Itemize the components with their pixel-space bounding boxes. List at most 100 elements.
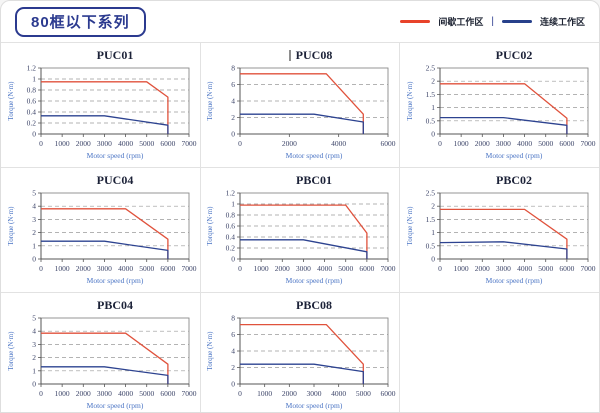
y-tick-label: 0.4 xyxy=(26,108,36,117)
y-tick-label: 2 xyxy=(32,228,36,237)
y-tick-label: 2 xyxy=(431,77,435,86)
legend-separator: | xyxy=(491,16,494,27)
x-tick-label: 1000 xyxy=(54,389,69,398)
x-tick-label: 3000 xyxy=(96,264,111,273)
y-tick-label: 8 xyxy=(231,314,235,323)
x-tick-label: 4000 xyxy=(118,139,133,148)
y-tick-label: 2.5 xyxy=(425,189,435,198)
x-tick-label: 7000 xyxy=(580,139,595,148)
y-tick-label: 0.8 xyxy=(226,211,236,220)
x-tick-label: 2000 xyxy=(75,389,90,398)
series-continuous xyxy=(240,113,364,134)
intermittent-line-swatch xyxy=(400,20,431,23)
x-tick-label: 2000 xyxy=(282,139,297,148)
y-axis-label: Torque (N·m) xyxy=(7,206,15,246)
y-tick-label: 1 xyxy=(32,75,36,84)
x-tick-label: 0 xyxy=(238,139,242,148)
series-intermittent xyxy=(40,332,169,384)
x-tick-label: 3000 xyxy=(96,139,111,148)
y-axis-label: Torque (N·m) xyxy=(406,81,414,121)
chart-puc04: 0 1 2 3 4 5 0 1000 2000 3000 4000 5000 6000 7000 Motor… xyxy=(7,173,197,285)
x-tick-label: 7000 xyxy=(381,264,396,273)
x-tick-label: 5000 xyxy=(338,264,353,273)
chart-title: PBC02 xyxy=(496,173,532,187)
y-tick-label: 0.6 xyxy=(26,97,36,106)
series-continuous xyxy=(40,240,169,259)
x-tick-label: 6000 xyxy=(160,389,175,398)
y-tick-label: 0.2 xyxy=(26,119,36,128)
chart-cell-puc02: 0 0.5 1 1.5 2 2.5 0 1000 2000 3000 4000 5000 6000 700… xyxy=(399,42,599,167)
x-axis-label: Motor speed (rpm) xyxy=(86,401,143,410)
plot-frame xyxy=(439,67,588,135)
chart-title: PUC04 xyxy=(96,173,133,187)
plot-frame xyxy=(40,192,189,260)
x-tick-label: 0 xyxy=(438,264,442,273)
x-tick-label: 5000 xyxy=(356,389,371,398)
x-tick-label: 5000 xyxy=(538,264,553,273)
y-axis-label: Torque (N·m) xyxy=(7,331,15,371)
continuous-line-swatch xyxy=(501,20,532,23)
series-intermittent xyxy=(439,83,568,134)
series-intermittent xyxy=(240,73,364,134)
x-tick-label: 5000 xyxy=(538,139,553,148)
x-tick-label: 3000 xyxy=(495,264,510,273)
y-tick-label: 2 xyxy=(231,113,235,122)
x-tick-label: 3000 xyxy=(296,264,311,273)
x-tick-label: 5000 xyxy=(139,139,154,148)
legend-label-intermittent: 间歇工作区 xyxy=(438,17,484,27)
x-tick-label: 0 xyxy=(39,139,43,148)
y-tick-label: 0 xyxy=(32,130,36,139)
x-tick-label: 2000 xyxy=(282,389,297,398)
x-tick-label: 2000 xyxy=(474,139,489,148)
y-tick-label: 2 xyxy=(32,353,36,362)
chart-grid: 0 0.2 0.4 0.6 0.8 1 1.2 0 1000 2000 3000 4000 5000 60… xyxy=(1,42,599,412)
y-tick-label: 6 xyxy=(231,330,235,339)
empty-cell xyxy=(399,292,599,412)
y-tick-label: 0.5 xyxy=(425,241,435,250)
x-tick-label: 3000 xyxy=(96,389,111,398)
series-intermittent xyxy=(240,323,364,384)
x-tick-label: 3000 xyxy=(495,139,510,148)
chart-title: PBC08 xyxy=(296,298,332,312)
y-tick-label: 8 xyxy=(231,64,235,73)
y-axis-label: Torque (N·m) xyxy=(7,81,15,121)
chart-cell-pbc04: 0 1 2 3 4 5 0 1000 2000 3000 4000 5000 6000 7000 Motor… xyxy=(1,292,200,412)
x-tick-label: 1000 xyxy=(254,264,269,273)
chart-cell-puc01: 0 0.2 0.4 0.6 0.8 1 1.2 0 1000 2000 3000 4000 5000 60… xyxy=(1,42,200,167)
x-tick-label: 1000 xyxy=(257,389,272,398)
y-tick-label: 1.5 xyxy=(425,90,435,99)
x-axis-label: Motor speed (rpm) xyxy=(86,151,143,160)
chart-title: PUC02 xyxy=(495,48,532,62)
x-tick-label: 3000 xyxy=(307,389,322,398)
series-continuous xyxy=(240,239,368,259)
x-tick-label: 4000 xyxy=(331,389,346,398)
series-intermittent xyxy=(439,208,568,259)
y-tick-label: 2 xyxy=(431,202,435,211)
y-tick-label: 0.8 xyxy=(26,86,36,95)
x-tick-label: 6000 xyxy=(160,139,175,148)
x-axis-label: Motor speed (rpm) xyxy=(286,276,343,285)
x-tick-label: 6000 xyxy=(381,139,396,148)
x-tick-label: 0 xyxy=(39,389,43,398)
y-tick-label: 1.2 xyxy=(226,189,236,198)
x-tick-label: 6000 xyxy=(559,139,574,148)
y-tick-label: 6 xyxy=(231,80,235,89)
x-tick-label: 6000 xyxy=(381,389,396,398)
x-tick-label: 2000 xyxy=(275,264,290,273)
x-tick-label: 1000 xyxy=(453,139,468,148)
y-tick-label: 0 xyxy=(32,380,36,389)
x-tick-label: 7000 xyxy=(181,139,196,148)
x-tick-label: 6000 xyxy=(559,264,574,273)
x-tick-label: 4000 xyxy=(317,264,332,273)
series-continuous xyxy=(439,241,568,259)
x-tick-label: 1000 xyxy=(54,139,69,148)
x-tick-label: 4000 xyxy=(517,139,532,148)
y-axis-label: Torque (N·m) xyxy=(206,81,214,121)
y-tick-label: 4 xyxy=(231,97,235,106)
y-axis-label: Torque (N·m) xyxy=(206,331,214,371)
y-tick-label: 0.4 xyxy=(226,233,236,242)
y-tick-label: 1 xyxy=(32,241,36,250)
x-tick-label: 2000 xyxy=(75,264,90,273)
series-continuous xyxy=(240,363,364,384)
